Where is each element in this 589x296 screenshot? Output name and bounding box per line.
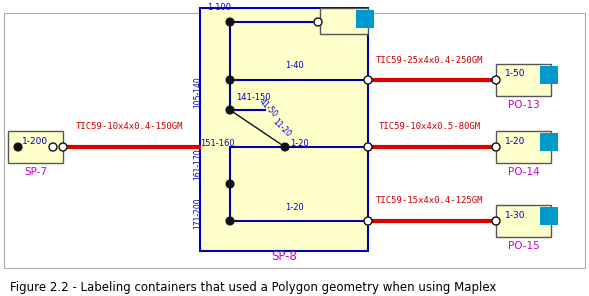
Bar — [8, 131, 63, 163]
Bar — [496, 205, 551, 237]
Text: 151-160: 151-160 — [200, 139, 234, 147]
Circle shape — [226, 180, 234, 188]
Text: 1-30: 1-30 — [505, 210, 526, 220]
Circle shape — [14, 143, 22, 151]
Bar — [356, 10, 374, 28]
Bar — [540, 207, 558, 225]
Bar — [540, 66, 558, 84]
Circle shape — [226, 106, 234, 114]
Text: 1-20: 1-20 — [285, 204, 304, 213]
Text: 1-50: 1-50 — [505, 70, 526, 78]
Text: Figure 2.2 - Labeling containers that used a Polygon geometry when using Maplex: Figure 2.2 - Labeling containers that us… — [10, 281, 497, 295]
Text: PO-15: PO-15 — [508, 241, 540, 251]
Text: 105-140: 105-140 — [194, 76, 203, 108]
Text: TIC59-15x4x0.4-125GM: TIC59-15x4x0.4-125GM — [376, 196, 484, 205]
Circle shape — [281, 143, 289, 151]
Bar — [200, 8, 368, 251]
Text: 1-20: 1-20 — [505, 136, 526, 146]
Circle shape — [364, 217, 372, 225]
Bar — [496, 64, 551, 96]
Text: 1-100: 1-100 — [207, 4, 231, 12]
Circle shape — [59, 143, 67, 151]
Text: 1-20: 1-20 — [290, 139, 309, 147]
Circle shape — [226, 76, 234, 84]
Text: TIC59-10x4x0.4-150GM: TIC59-10x4x0.4-150GM — [76, 122, 184, 131]
Text: 161-170: 161-170 — [194, 148, 203, 180]
Bar — [320, 8, 368, 34]
Text: SP-7: SP-7 — [24, 167, 47, 177]
Text: 171-200: 171-200 — [194, 197, 203, 229]
Circle shape — [492, 217, 500, 225]
Circle shape — [49, 143, 57, 151]
Circle shape — [492, 143, 500, 151]
Text: PO-14: PO-14 — [508, 167, 540, 177]
Text: TIC59-10x4x0.5-80GM: TIC59-10x4x0.5-80GM — [379, 122, 481, 131]
Circle shape — [226, 217, 234, 225]
Text: TIC59-25x4x0.4-250GM: TIC59-25x4x0.4-250GM — [376, 56, 484, 65]
Text: 141-150: 141-150 — [236, 94, 270, 102]
Circle shape — [364, 143, 372, 151]
Circle shape — [364, 76, 372, 84]
Bar — [540, 133, 558, 151]
Bar — [496, 131, 551, 163]
Text: 41-50: 41-50 — [257, 97, 279, 119]
Text: PO-13: PO-13 — [508, 100, 540, 110]
Text: 1-200: 1-200 — [22, 136, 48, 146]
Circle shape — [226, 18, 234, 26]
Circle shape — [314, 18, 322, 26]
Bar — [4, 13, 585, 268]
Text: 11-20: 11-20 — [271, 117, 293, 139]
Text: 1-40: 1-40 — [285, 60, 304, 70]
Text: SP-8: SP-8 — [271, 250, 297, 263]
Circle shape — [492, 76, 500, 84]
